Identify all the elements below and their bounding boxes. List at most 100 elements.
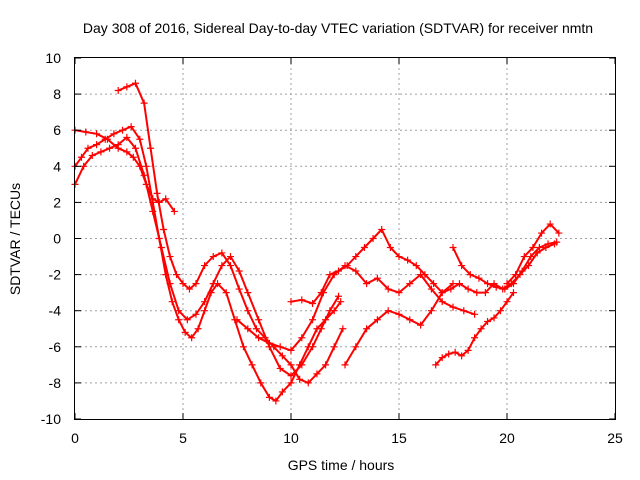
data-point	[298, 296, 306, 304]
x-tick-label: 5	[179, 430, 187, 446]
data-series-6	[287, 225, 559, 307]
y-tick-label: -2	[49, 267, 62, 283]
data-series-5	[233, 262, 479, 354]
data-point	[438, 289, 446, 297]
data-point	[265, 339, 273, 347]
data-point	[406, 280, 414, 288]
data-point	[412, 262, 420, 270]
data-point	[136, 162, 144, 170]
data-point	[244, 325, 252, 333]
data-point	[114, 144, 122, 152]
series-line	[236, 264, 476, 352]
data-point	[255, 334, 263, 342]
data-point	[503, 280, 511, 288]
data-point	[341, 361, 349, 369]
y-tick-label: -8	[49, 375, 62, 391]
data-point	[244, 289, 252, 297]
data-point	[88, 151, 96, 159]
data-point	[185, 285, 193, 293]
data-point	[209, 253, 217, 261]
axis-ticks	[74, 57, 616, 420]
data-point	[287, 346, 295, 354]
data-point	[276, 364, 284, 372]
data-point	[272, 397, 280, 405]
data-point	[466, 271, 474, 279]
data-point	[181, 328, 189, 336]
data-point	[317, 289, 325, 297]
data-point	[475, 274, 483, 282]
data-point	[129, 153, 137, 161]
data-point	[326, 271, 334, 279]
data-point	[438, 298, 446, 306]
data-point	[313, 370, 321, 378]
data-point	[458, 262, 466, 270]
data-point	[142, 180, 150, 188]
data-point	[209, 280, 217, 288]
data-point	[227, 262, 235, 270]
data-point	[97, 148, 105, 156]
data-point	[309, 343, 317, 351]
data-point	[352, 253, 360, 261]
data-point	[330, 343, 338, 351]
data-point	[179, 280, 187, 288]
data-point	[386, 244, 394, 252]
data-point	[473, 289, 481, 297]
data-series-2	[71, 133, 343, 380]
data-point	[427, 307, 435, 315]
data-point	[183, 316, 191, 324]
data-point	[544, 240, 552, 248]
data-point	[484, 280, 492, 288]
data-point	[227, 253, 235, 261]
y-tick-label: 6	[53, 122, 61, 138]
data-point	[490, 314, 498, 322]
data-point	[447, 285, 455, 293]
x-tick-label: 25	[607, 430, 623, 446]
data-point	[449, 303, 457, 311]
data-series-4	[114, 79, 347, 387]
data-point	[255, 316, 263, 324]
data-point	[106, 144, 114, 152]
data-point	[535, 244, 543, 252]
data-point	[518, 267, 526, 275]
data-point	[438, 354, 446, 362]
data-point	[538, 229, 546, 237]
data-point	[384, 307, 392, 315]
data-point	[335, 267, 343, 275]
data-point	[131, 79, 139, 87]
data-point	[395, 253, 403, 261]
data-point	[192, 280, 200, 288]
data-point	[157, 244, 165, 252]
data-point	[140, 99, 148, 107]
y-tick-labels: -10 -8 -6 -4 -2 0 2 4 6 8 10	[41, 50, 61, 427]
data-point	[553, 238, 561, 246]
data-series-8	[432, 289, 517, 369]
data-point	[449, 244, 457, 252]
data-series-10	[503, 220, 563, 288]
data-point	[218, 249, 226, 257]
data-point	[337, 298, 345, 306]
x-tick-label: 0	[71, 430, 79, 446]
data-point	[335, 292, 343, 300]
data-point	[93, 130, 101, 138]
data-point	[160, 225, 168, 233]
data-point	[477, 325, 485, 333]
y-tick-label: -4	[49, 303, 62, 319]
data-point	[201, 307, 209, 315]
data-point	[555, 229, 563, 237]
data-point	[287, 298, 295, 306]
data-point	[501, 285, 509, 293]
data-point	[384, 285, 392, 293]
data-point	[175, 307, 183, 315]
data-point	[93, 141, 101, 149]
data-point	[509, 289, 517, 297]
data-point	[417, 321, 425, 329]
data-point	[464, 285, 472, 293]
y-tick-label: 10	[45, 50, 61, 66]
y-axis-title: SDTVAR / TECUs	[7, 183, 23, 295]
data-point	[235, 285, 243, 293]
x-tick-label: 15	[391, 430, 407, 446]
y-tick-label: -10	[41, 411, 61, 427]
data-point	[131, 144, 139, 152]
data-point	[149, 195, 157, 203]
data-point	[153, 189, 161, 197]
